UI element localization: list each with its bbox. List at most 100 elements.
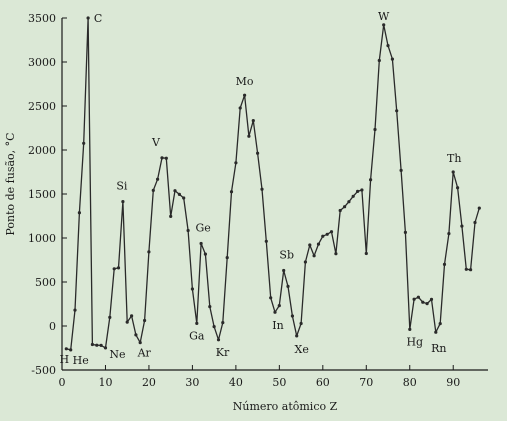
data-point	[464, 267, 468, 271]
element-label: Si	[116, 180, 128, 193]
data-point	[251, 119, 255, 123]
data-point	[343, 205, 347, 209]
data-point	[273, 310, 277, 314]
data-point	[316, 242, 321, 246]
data-point	[164, 156, 168, 160]
x-tick-label: 0	[59, 376, 66, 389]
data-point	[347, 200, 351, 204]
y-tick-label: 2500	[28, 100, 56, 113]
data-point	[356, 189, 360, 193]
y-tick-label: 1000	[28, 232, 56, 245]
data-point	[199, 241, 203, 246]
data-point	[103, 346, 108, 350]
series	[64, 16, 481, 352]
data-point	[69, 348, 73, 352]
element-label: Ar	[137, 347, 152, 360]
y-tick-label: 0	[49, 320, 56, 333]
element-label: Ge	[195, 222, 210, 235]
x-axis-title: Número atômico Z	[233, 400, 338, 413]
data-point	[442, 262, 447, 266]
y-tick-label: 500	[35, 276, 56, 289]
data-point	[421, 300, 425, 304]
element-label: Ne	[109, 348, 125, 361]
data-point	[234, 161, 238, 165]
data-point	[151, 188, 155, 192]
data-point	[77, 211, 81, 215]
y-tick-label: 2000	[28, 144, 56, 157]
data-point	[190, 287, 194, 291]
x-tick-label: 50	[272, 376, 286, 389]
element-label: Ga	[189, 329, 205, 342]
data-point	[438, 322, 442, 326]
data-point	[408, 327, 412, 331]
element-label: Xe	[295, 343, 309, 356]
element-label: In	[272, 319, 283, 332]
data-point	[386, 44, 390, 48]
data-point	[447, 232, 451, 236]
data-point	[286, 284, 290, 288]
data-point	[247, 134, 251, 138]
element-label: V	[151, 136, 161, 149]
data-point	[73, 308, 77, 312]
axes	[61, 18, 488, 371]
data-point	[460, 224, 464, 228]
data-point	[451, 170, 455, 174]
data-point	[334, 252, 338, 256]
data-point	[82, 141, 86, 145]
data-point	[416, 295, 420, 299]
data-point	[256, 151, 260, 155]
data-point	[325, 232, 329, 236]
data-point	[338, 208, 342, 213]
data-point	[382, 23, 386, 27]
x-tick-label: 90	[446, 376, 460, 389]
data-point	[99, 343, 103, 347]
data-point	[64, 347, 68, 351]
data-point	[312, 254, 316, 258]
ticks: 0 10 20 30 40 50 60 70 80 90-50005001000150020002…	[28, 12, 460, 389]
data-point	[229, 190, 234, 194]
y-tick-label: 3000	[28, 56, 56, 69]
data-point	[203, 252, 207, 256]
element-label: He	[73, 354, 89, 367]
data-point	[360, 188, 364, 192]
element-label: Rn	[431, 342, 446, 355]
x-tick-label: 70	[359, 376, 373, 389]
data-point	[221, 321, 225, 325]
data-point	[138, 341, 142, 345]
data-point	[156, 177, 160, 181]
y-axis-title: Ponto de fusão, °C	[4, 132, 17, 235]
x-tick-label: 80	[403, 376, 417, 389]
x-tick-label: 30	[185, 376, 199, 389]
data-point	[108, 315, 112, 319]
data-point	[95, 343, 99, 347]
data-point	[269, 296, 273, 300]
data-point	[134, 333, 138, 337]
element-label: Th	[447, 152, 461, 165]
data-point	[195, 321, 199, 325]
data-point	[429, 297, 434, 301]
x-tick-label: 40	[229, 376, 243, 389]
element-labels: H He C Ne Si Ar V Ga Ge Kr Mo In Sb Xe W Hg Rn Th	[60, 10, 462, 367]
element-label: W	[378, 10, 390, 23]
data-point	[238, 106, 242, 110]
data-point	[160, 156, 164, 160]
data-point	[477, 206, 481, 210]
data-point	[260, 187, 264, 191]
data-point	[390, 57, 394, 61]
data-point	[216, 338, 221, 342]
data-point	[295, 334, 299, 338]
element-label: C	[94, 12, 102, 25]
data-point	[377, 58, 381, 63]
y-tick-label: -500	[31, 364, 56, 377]
data-point	[112, 267, 116, 271]
y-tick-label: 3500	[28, 12, 56, 25]
data-point	[116, 266, 121, 270]
data-point	[212, 325, 216, 329]
data-point	[308, 243, 312, 247]
data-point	[125, 320, 129, 324]
element-label: H	[60, 353, 70, 366]
data-point	[364, 251, 368, 256]
series-line	[66, 17, 480, 351]
